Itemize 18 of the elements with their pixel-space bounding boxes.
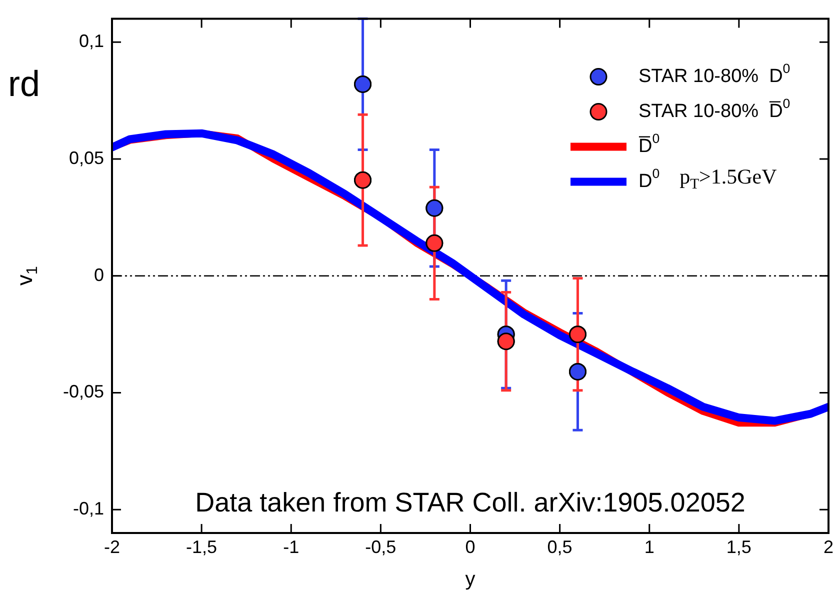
x-tick-label: 1 <box>644 536 654 557</box>
y-tick-label: -0,05 <box>62 382 104 402</box>
text: rd <box>8 62 40 104</box>
y-tick-label: 0 <box>94 264 104 285</box>
x-tick-label: -1,5 <box>186 536 218 557</box>
y-axis-title: v1 <box>12 266 41 286</box>
x-tick-label: 1,5 <box>726 536 752 557</box>
x-tick-label: -1 <box>283 536 300 557</box>
annotation: Data taken from STAR Coll. arXiv:1905.02052 <box>195 488 746 518</box>
x-tick-label: 0,5 <box>547 536 572 557</box>
y-tick-label: 0,1 <box>78 31 104 52</box>
x-tick-label: -0,5 <box>365 536 396 557</box>
y-tick-label: 0,05 <box>68 148 104 168</box>
x-tick-label: 0 <box>465 536 476 557</box>
y-tick-label: -0,1 <box>72 498 104 519</box>
x-tick-label: -2 <box>104 536 120 557</box>
x-tick-label: 2 <box>823 536 834 557</box>
x-axis-title: y <box>465 568 476 591</box>
